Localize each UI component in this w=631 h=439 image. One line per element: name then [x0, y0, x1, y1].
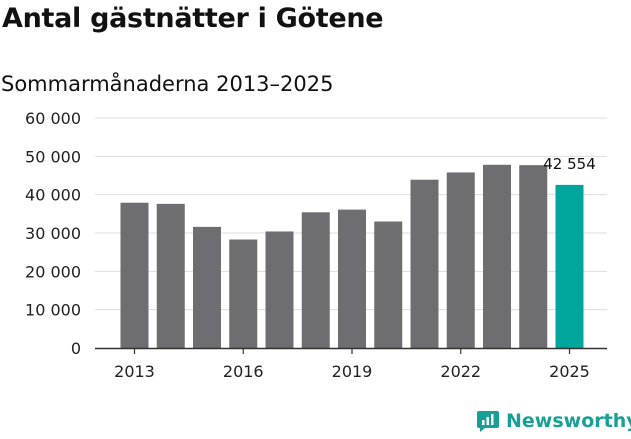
chart-subtitle: Sommarmånaderna 2013–2025 [1, 72, 334, 96]
bar [193, 226, 221, 348]
chart-title: Antal gästnätter i Götene [2, 3, 384, 34]
bar [483, 164, 511, 348]
bar [338, 209, 366, 348]
y-tick-label: 60 000 [25, 109, 81, 128]
bar [229, 239, 258, 348]
bar [301, 212, 330, 348]
bar [519, 165, 548, 348]
y-tick-label: 50 000 [25, 147, 81, 166]
x-tick-label: 2025 [549, 362, 590, 381]
y-tick-label: 10 000 [25, 301, 81, 320]
bar [446, 172, 475, 348]
newsworthy-logo-icon [477, 411, 499, 432]
x-tick-label: 2019 [332, 362, 373, 381]
brand-logo: Newsworthy [476, 409, 631, 433]
bar [120, 202, 149, 348]
bar [410, 179, 439, 348]
y-tick-label: 0 [71, 339, 81, 358]
bar-highlighted [555, 184, 584, 348]
x-tick-label: 2016 [223, 362, 264, 381]
x-tick-label: 2013 [114, 362, 155, 381]
y-tick-label: 20 000 [25, 262, 81, 281]
brand-name: Newsworthy [506, 410, 631, 432]
y-tick-label: 30 000 [25, 224, 81, 243]
bar [374, 221, 403, 348]
data-label: 42 554 [543, 155, 596, 173]
x-tick-label: 2022 [440, 362, 481, 381]
bar [265, 231, 294, 348]
y-tick-label: 40 000 [25, 186, 81, 205]
bar [156, 203, 185, 348]
